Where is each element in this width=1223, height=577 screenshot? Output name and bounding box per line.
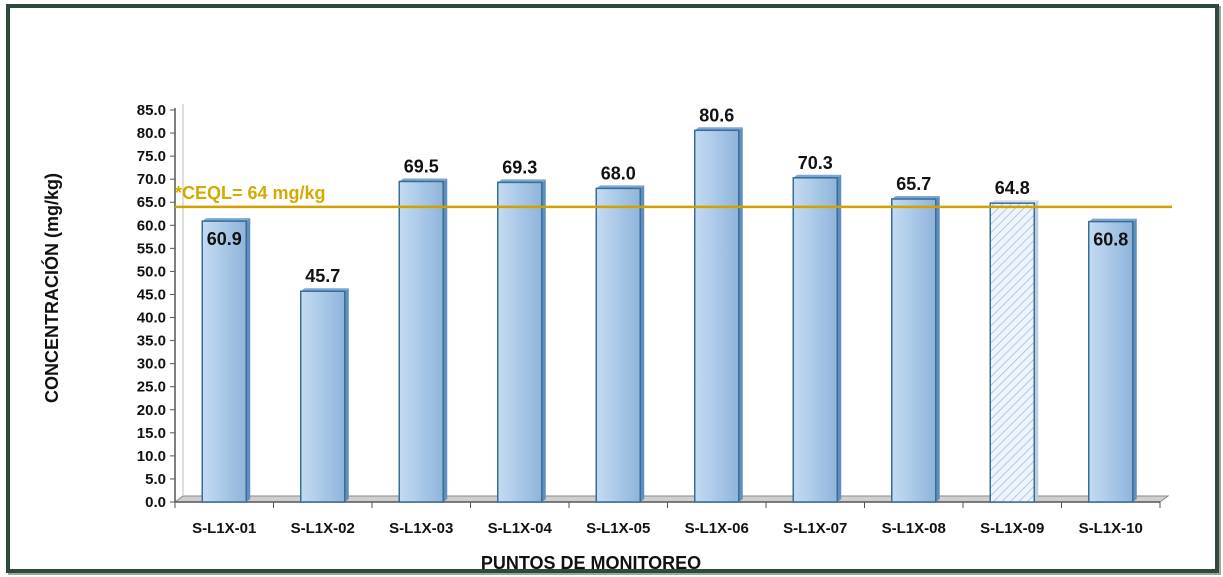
x-axis-title: PUNTOS DE MONITOREO	[481, 553, 701, 569]
bar	[300, 290, 346, 503]
y-tick-label: 50.0	[137, 263, 166, 280]
bar	[595, 187, 641, 503]
x-tick-label: S-L1X-08	[882, 520, 946, 537]
y-tick-label: 15.0	[137, 425, 166, 442]
data-label: 64.8	[995, 178, 1030, 198]
reference-line-label: *CEQL= 64 mg/kg	[175, 183, 326, 203]
bar	[989, 202, 1035, 503]
bar-side	[541, 179, 546, 502]
x-tick-label: S-L1X-05	[586, 520, 650, 537]
y-tick-label: 85.0	[137, 102, 166, 119]
x-tick-label: S-L1X-03	[389, 520, 453, 537]
y-tick-label: 60.0	[137, 217, 166, 234]
y-tick-label: 25.0	[137, 379, 166, 396]
y-tick-label: 40.0	[137, 310, 166, 327]
y-tick-label: 70.0	[137, 171, 166, 188]
y-axis-title: CONCENTRACIÓN (mg/kg)	[41, 173, 62, 403]
y-tick-label: 30.0	[137, 356, 166, 373]
y-tick-label: 75.0	[137, 148, 166, 165]
bar	[1088, 220, 1134, 503]
data-label: 70.3	[798, 153, 833, 173]
x-tick-label: S-L1X-06	[685, 520, 749, 537]
y-tick-label: 35.0	[137, 333, 166, 350]
bar-side	[1034, 200, 1039, 502]
bar-top	[596, 185, 645, 189]
data-label: 80.6	[699, 105, 734, 125]
bar	[201, 220, 247, 503]
bar	[792, 177, 838, 503]
chart-frame: 0.0 5.0 10.0 15.0 20.0 25.0 30.0 35.0 40.0 45.0 50…	[6, 4, 1219, 573]
y-tick-label: 20.0	[137, 402, 166, 419]
x-tick-label: S-L1X-09	[980, 520, 1044, 537]
bars	[201, 127, 1137, 503]
data-label: 69.5	[404, 156, 439, 176]
x-tick-label: S-L1X-01	[192, 520, 256, 537]
bar-top	[202, 218, 251, 222]
reference-line-group: *CEQL= 64 mg/kg	[175, 183, 1172, 209]
data-label: 45.7	[305, 266, 340, 286]
y-tick-label: 0.0	[145, 494, 166, 511]
data-label: 60.9	[207, 229, 242, 249]
bar	[694, 129, 740, 503]
bar-side	[738, 127, 743, 503]
y-tick-label: 45.0	[137, 286, 166, 303]
bar-side	[344, 288, 349, 502]
y-tick-label: 55.0	[137, 240, 166, 257]
bar-chart: 0.0 5.0 10.0 15.0 20.0 25.0 30.0 35.0 40.0 45.0 50…	[41, 102, 1172, 573]
x-tick-label: S-L1X-02	[291, 520, 355, 537]
bar-side	[246, 218, 251, 502]
bar	[398, 180, 444, 503]
bar-side	[640, 185, 645, 502]
x-tick-label: S-L1X-10	[1079, 520, 1143, 537]
bar	[497, 181, 543, 503]
data-label: 60.8	[1093, 230, 1128, 250]
x-tick-label: S-L1X-04	[488, 520, 553, 537]
data-label: 69.3	[502, 157, 537, 177]
bar-side	[935, 196, 940, 502]
data-label: 65.7	[896, 174, 931, 194]
bar-side	[443, 178, 448, 502]
x-tick-label: S-L1X-07	[783, 520, 847, 537]
y-tick-label: 65.0	[137, 194, 166, 211]
bar-top	[1088, 218, 1137, 222]
bar-side	[837, 174, 842, 502]
bar	[891, 198, 937, 503]
y-tick-label: 5.0	[145, 471, 166, 488]
y-tick-label: 10.0	[137, 448, 166, 465]
labels: S-L1X-01 60.9 S-L1X-02 45.7 S-L1X-03 69.5 S-L1…	[192, 105, 1143, 537]
bar-side	[1132, 218, 1137, 502]
data-label: 68.0	[601, 163, 636, 183]
bar-top	[793, 174, 842, 178]
y-tick-label: 80.0	[137, 125, 166, 142]
